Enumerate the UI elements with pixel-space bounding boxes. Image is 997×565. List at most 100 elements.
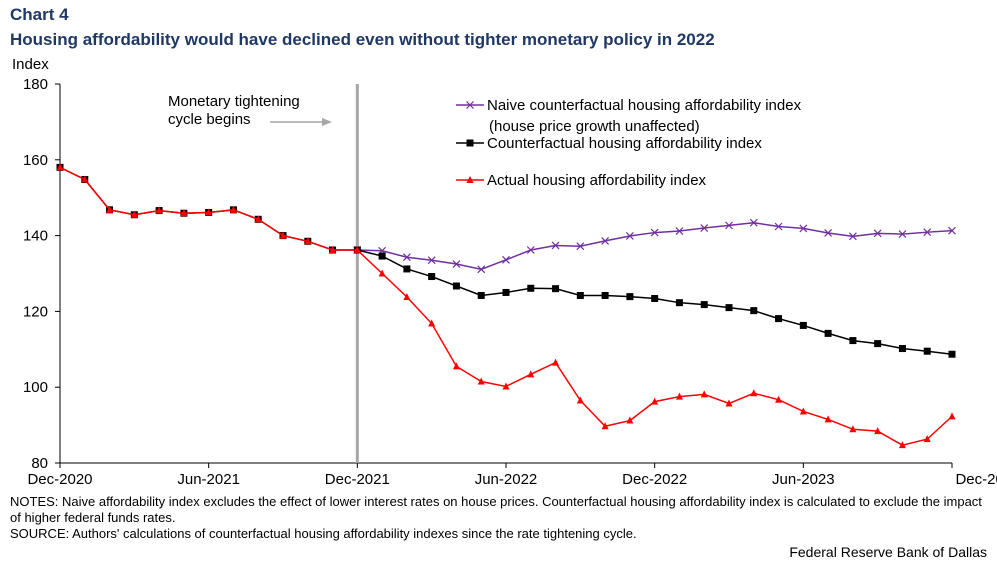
marker-stroke — [601, 236, 610, 245]
marker-stroke — [650, 228, 659, 237]
data-point-actual — [601, 422, 609, 430]
legend-marker-shape — [466, 176, 474, 183]
series-line-naive — [357, 221, 953, 271]
data-point-counterfactual — [626, 293, 634, 301]
data-point-actual — [130, 210, 138, 218]
data-point-naive — [601, 236, 610, 245]
marker-stroke — [452, 260, 461, 268]
credit-text: Federal Reserve Bank of Dallas — [789, 544, 987, 560]
x-tick-label: Jun-2023 — [772, 471, 835, 488]
data-point-actual — [353, 246, 361, 254]
data-point-counterfactual — [403, 265, 411, 273]
marker-stroke — [402, 253, 411, 262]
marker-stroke — [502, 255, 510, 264]
legend: Naive counterfactual housing affordabili… — [456, 97, 802, 189]
marker-stroke — [551, 241, 560, 250]
data-point-actual — [452, 362, 460, 370]
annotation-arrow-head — [322, 118, 332, 126]
legend-label-naive: Naive counterfactual housing affordabili… — [487, 97, 802, 114]
y-tick-label: 160 — [23, 152, 48, 169]
data-point-actual — [304, 237, 312, 245]
data-point-actual — [527, 370, 535, 378]
data-point-counterfactual — [874, 340, 882, 348]
marker-stroke — [526, 246, 535, 254]
legend-label-counterfactual: Counterfactual housing affordability ind… — [487, 135, 762, 152]
marker-stroke — [948, 226, 956, 235]
data-point-naive — [923, 228, 932, 237]
data-point-counterfactual — [948, 350, 956, 358]
data-point-actual — [675, 392, 683, 400]
y-tick-labels: 80 100 120 140 160 180 — [23, 76, 60, 472]
data-point-actual — [948, 412, 956, 420]
data-point-counterfactual — [378, 252, 386, 260]
x-tick-label: Dec-2023 — [955, 471, 997, 488]
source-text: SOURCE: Authors' calculations of counter… — [10, 526, 637, 541]
data-point-actual — [329, 246, 337, 254]
marker-stroke — [725, 221, 733, 230]
data-point-naive — [799, 224, 808, 233]
data-point-actual — [874, 427, 882, 435]
data-point-actual — [626, 416, 634, 424]
y-tick-label: 100 — [23, 379, 48, 396]
data-point-actual — [403, 292, 411, 300]
marker-stroke — [466, 101, 474, 109]
notes-text: NOTES: Naive affordability index exclude… — [10, 494, 982, 525]
data-point-naive — [551, 241, 560, 250]
data-point-actual — [205, 208, 213, 216]
data-point-counterfactual — [923, 347, 931, 355]
marker-stroke — [625, 232, 634, 240]
data-point-actual — [155, 206, 163, 214]
marker-stroke — [923, 228, 932, 237]
data-point-naive — [774, 222, 783, 231]
marker-stroke — [576, 242, 585, 251]
x-tick-label: Dec-2021 — [325, 471, 390, 488]
data-point-actual — [824, 415, 832, 423]
data-point-actual — [428, 319, 436, 327]
data-point-counterfactual — [452, 282, 460, 290]
data-point-actual — [279, 231, 287, 239]
data-point-naive — [725, 221, 733, 230]
data-point-naive — [576, 242, 585, 251]
chart-number: Chart 4 — [10, 5, 69, 24]
marker-stroke — [873, 229, 882, 238]
chart-title: Housing affordability would have decline… — [10, 30, 715, 49]
data-point-naive — [873, 229, 882, 238]
data-point-naive — [625, 232, 634, 240]
data-point-actual — [849, 425, 857, 433]
data-point-actual — [651, 397, 659, 405]
data-point-naive — [824, 229, 833, 237]
y-tick-label: 140 — [23, 228, 48, 245]
data-point-naive — [848, 232, 857, 241]
data-point-actual — [576, 396, 584, 404]
data-point-naive — [675, 227, 684, 235]
marker-stroke — [477, 265, 486, 274]
data-point-actual — [56, 163, 64, 171]
data-point-counterfactual — [428, 273, 436, 281]
data-point-actual — [378, 269, 386, 277]
data-point-naive — [427, 256, 436, 265]
data-point-actual — [180, 209, 188, 217]
data-point-actual — [502, 382, 510, 390]
legend-marker-shape — [466, 101, 474, 109]
data-point-counterfactual — [675, 299, 683, 307]
data-point-actual — [775, 395, 783, 403]
legend-label-naive-line2: (house price growth unaffected) — [489, 118, 700, 135]
data-point-counterfactual — [824, 329, 832, 337]
data-point-counterfactual — [725, 304, 733, 312]
data-point-actual — [923, 435, 931, 443]
data-point-counterfactual — [775, 315, 783, 323]
marker-stroke — [898, 230, 907, 239]
data-point-counterfactual — [527, 284, 535, 292]
x-tick-label: Jun-2022 — [475, 471, 538, 488]
data-point-counterfactual — [799, 321, 807, 329]
annotation-line2: cycle begins — [168, 111, 251, 128]
data-point-counterfactual — [849, 337, 857, 345]
marker-stroke — [749, 218, 758, 227]
x-tick-label: Dec-2022 — [622, 471, 687, 488]
data-point-naive — [898, 230, 907, 239]
data-point-naive — [502, 255, 510, 264]
data-point-counterfactual — [750, 307, 758, 315]
notes-block: NOTES: Naive affordability index exclude… — [10, 494, 990, 542]
marker-stroke — [799, 224, 808, 233]
data-point-naive — [452, 260, 461, 268]
